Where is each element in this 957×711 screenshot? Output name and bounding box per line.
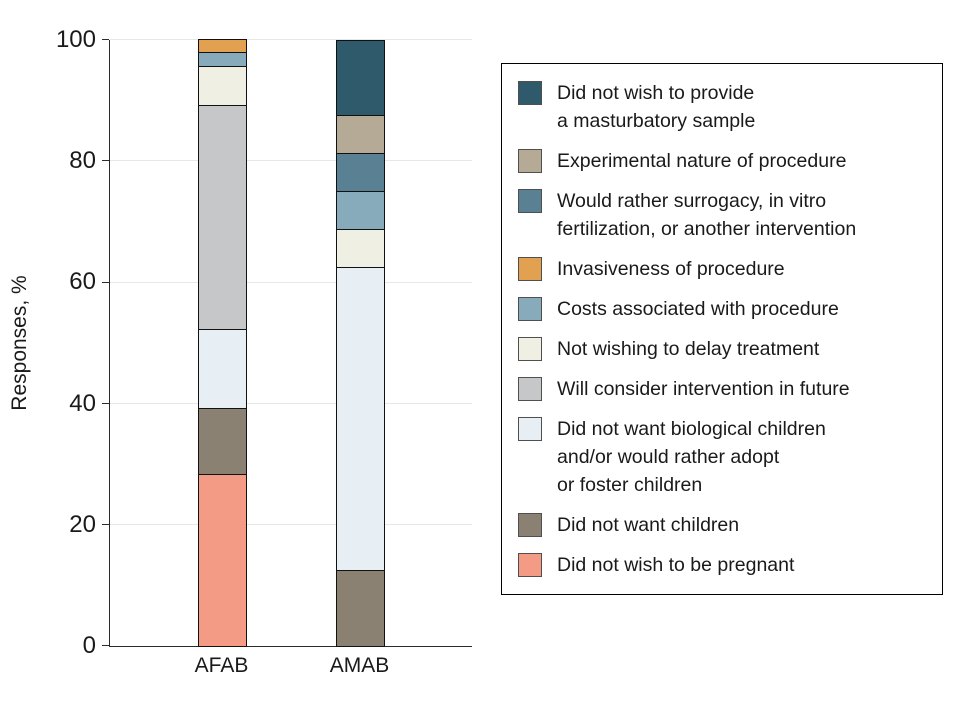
bar-amab-segment-2 [336, 266, 385, 571]
plot-area [109, 38, 472, 647]
legend-label: Will consider intervention in future [557, 378, 850, 400]
legend-swatch [518, 297, 542, 321]
legend-item: Did not wish to provide a masturbatory s… [518, 79, 928, 135]
legend-swatch [518, 377, 542, 401]
y-tick-label-60: 60 [69, 268, 96, 296]
y-tick-0 [102, 645, 109, 647]
gridline-40 [110, 402, 472, 404]
y-tick-100 [102, 39, 109, 41]
y-tick-label-0: 0 [82, 632, 96, 659]
legend-item: Did not wish to be pregnant [518, 551, 928, 579]
bar-afab-segment-5 [198, 52, 247, 67]
legend-item: Experimental nature of procedure [518, 147, 928, 175]
bar-afab-segment-3 [198, 104, 247, 331]
legend-item: Did not want biological children and/or … [518, 415, 928, 499]
y-tick-40 [102, 402, 109, 404]
y-tick-label-80: 80 [69, 147, 96, 175]
legend-swatch [518, 189, 542, 213]
legend-swatch [518, 337, 542, 361]
y-tick-label-20: 20 [69, 510, 96, 538]
y-tick-20 [102, 524, 109, 526]
legend-label: Did not wish to be pregnant [557, 554, 795, 576]
legend-swatch [518, 257, 542, 281]
bar-afab-segment-1 [198, 407, 247, 476]
legend-label: Costs associated with procedure [557, 298, 839, 320]
bar-afab-segment-2 [198, 329, 247, 409]
y-tick-label-40: 40 [69, 389, 96, 417]
legend-label: Did not wish to provide a masturbatory s… [557, 82, 756, 132]
bar-amab-segment-4 [336, 228, 385, 268]
legend: Did not wish to provide a masturbatory s… [501, 63, 943, 595]
legend-label: Did not want biological children and/or … [557, 418, 826, 496]
legend-item: Invasiveness of procedure [518, 255, 928, 283]
bar-amab-segment-7 [336, 153, 385, 192]
legend-item: Will consider intervention in future [518, 375, 928, 403]
legend-swatch [518, 149, 542, 173]
legend-swatch [518, 553, 542, 577]
bar-afab-segment-0 [198, 474, 247, 647]
legend-item: Not wishing to delay treatment [518, 335, 928, 363]
legend-item: Costs associated with procedure [518, 295, 928, 323]
gridline-20 [110, 524, 472, 526]
gridline-100 [110, 39, 472, 41]
legend-label: Experimental nature of procedure [557, 150, 847, 172]
x-label-afab: AFAB [194, 654, 249, 677]
legend-swatch [518, 417, 542, 441]
y-tick-label-100: 100 [55, 26, 96, 53]
x-label-amab: AMAB [329, 654, 390, 677]
y-tick-80 [102, 160, 109, 162]
bar-amab-segment-9 [336, 39, 385, 117]
bar-amab-segment-1 [336, 569, 385, 647]
legend-label: Not wishing to delay treatment [557, 338, 820, 360]
y-tick-60 [102, 281, 109, 283]
legend-item: Did not want children [518, 511, 928, 539]
legend-label: Did not want children [557, 514, 740, 536]
legend-swatch [518, 81, 542, 105]
bar-afab-segment-6 [198, 38, 247, 54]
legend-swatch [518, 513, 542, 537]
bar-amab-segment-5 [336, 191, 385, 230]
bar-amab-segment-8 [336, 115, 385, 155]
bar-afab-segment-4 [198, 65, 247, 106]
legend-label: Invasiveness of procedure [557, 258, 785, 280]
gridline-80 [110, 160, 472, 162]
gridline-60 [110, 281, 472, 283]
legend-label: Would rather surrogacy, in vitro fertili… [557, 190, 857, 240]
legend-item: Would rather surrogacy, in vitro fertili… [518, 187, 928, 243]
